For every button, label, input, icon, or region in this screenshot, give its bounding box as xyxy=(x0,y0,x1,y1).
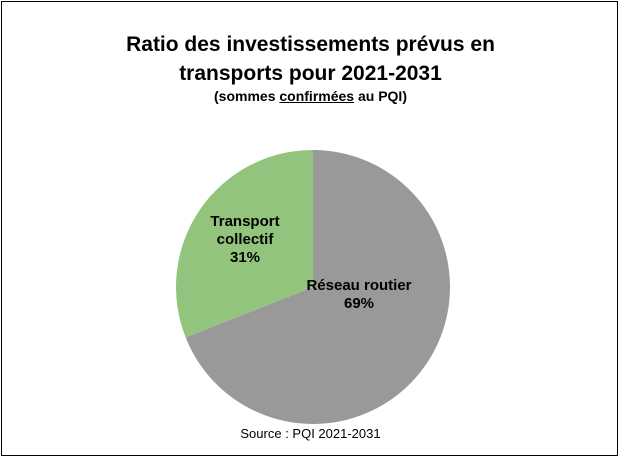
pie-data-label-line: Transport xyxy=(210,213,279,230)
pie-data-label-line: 69% xyxy=(344,295,374,312)
pie-slice-reseau-routier xyxy=(185,150,451,424)
chart-title-line-2: transports pour 2021-2031 xyxy=(179,62,442,85)
pie-data-label-reseau-routier: Réseau routier 69% xyxy=(306,277,411,312)
pie-data-label-line: 31% xyxy=(230,249,260,266)
pie-data-label-line: Réseau routier xyxy=(306,277,411,294)
subtitle-prefix: (sommes xyxy=(214,88,280,104)
chart-subtitle: (sommes confirmées au PQI) xyxy=(2,88,619,104)
chart-title: Ratio des investissements prévus en tran… xyxy=(2,30,619,88)
subtitle-suffix: au PQI) xyxy=(354,88,407,104)
source-note: Source : PQI 2021-2031 xyxy=(240,426,381,441)
pie-data-label-transport-collectif: Transport collectif 31% xyxy=(210,213,279,266)
subtitle-underlined: confirmées xyxy=(279,88,355,104)
chart-title-line-1: Ratio des investissements prévus en xyxy=(126,33,495,56)
pie-slice-transport-collectif xyxy=(175,150,313,338)
pie-data-label-line: collectif xyxy=(217,231,275,248)
